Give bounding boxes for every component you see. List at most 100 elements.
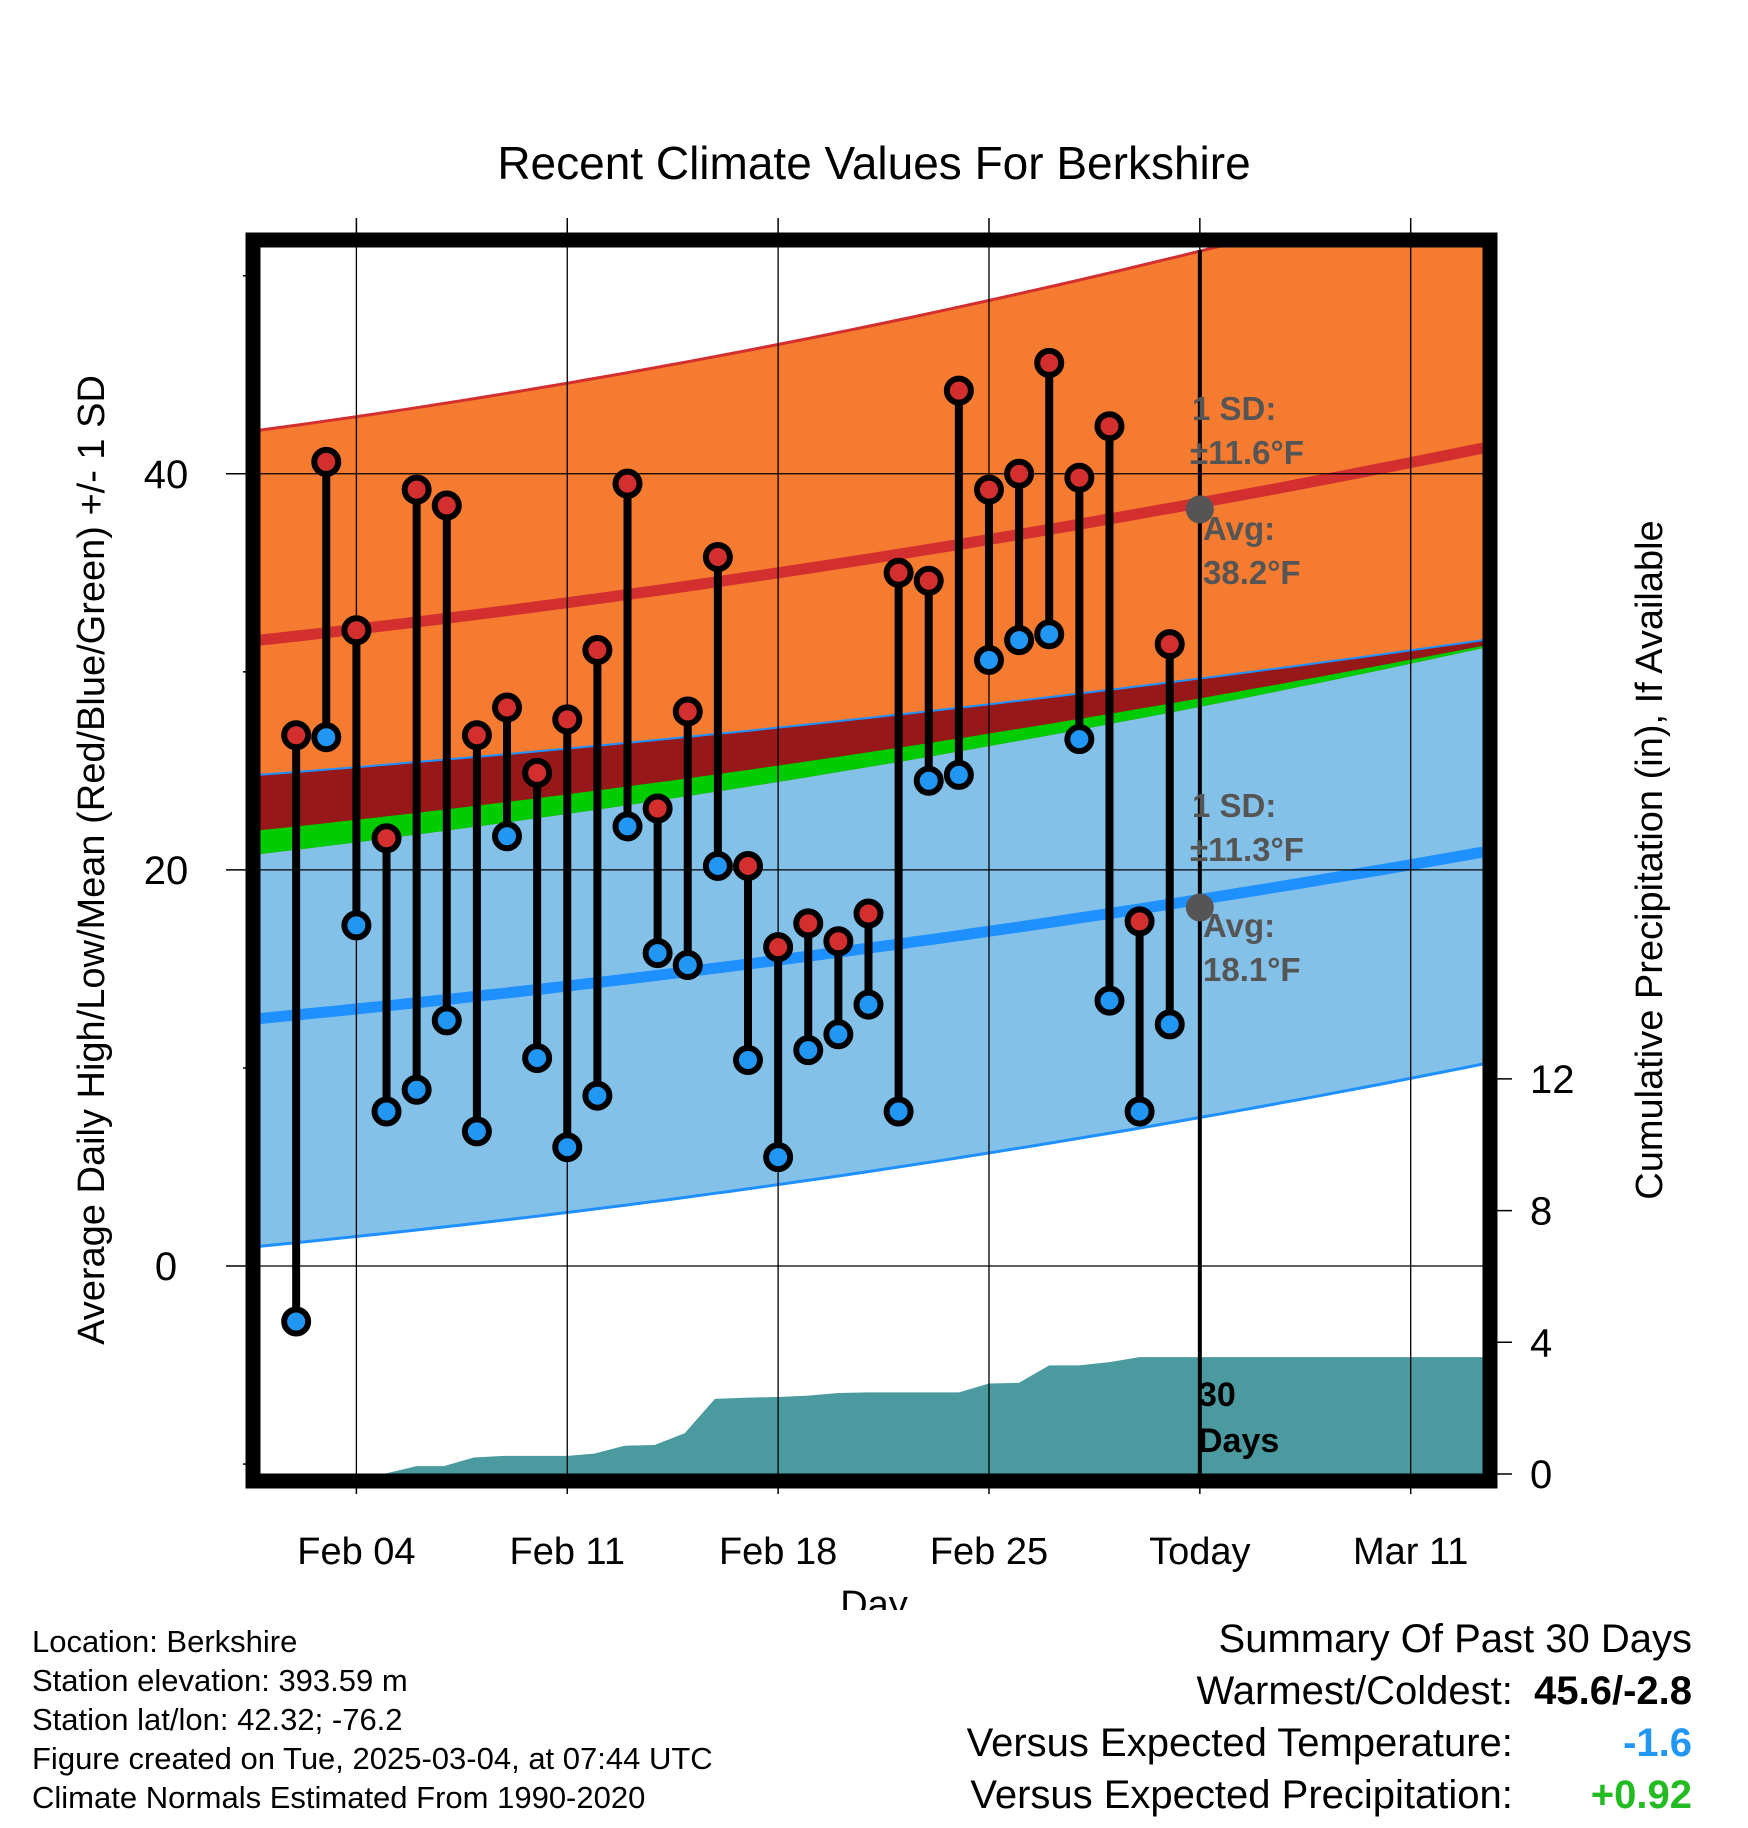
daily-high-point bbox=[612, 468, 643, 499]
daily-high-point bbox=[431, 490, 462, 521]
daily-low-point bbox=[1094, 985, 1125, 1016]
chart-title: Recent Climate Values For Berkshire bbox=[497, 137, 1250, 189]
x-tick-label: Today bbox=[1149, 1531, 1250, 1573]
daily-low-point bbox=[1064, 724, 1095, 755]
daily-high-point bbox=[823, 926, 854, 957]
daily-high-point bbox=[311, 446, 342, 477]
window-label-number: 30 bbox=[1198, 1376, 1236, 1414]
temp-anomaly-value: -1.6 bbox=[1623, 1721, 1692, 1765]
summary-heading: Summary Of Past 30 Days bbox=[1218, 1617, 1692, 1661]
daily-high-point bbox=[522, 757, 553, 788]
high-avg-value: 38.2°F bbox=[1203, 554, 1301, 591]
daily-low-point bbox=[552, 1132, 583, 1163]
normals-period: Climate Normals Estimated From 1990-2020 bbox=[32, 1780, 646, 1815]
daily-low-point bbox=[281, 1306, 312, 1337]
daily-low-point bbox=[853, 989, 884, 1020]
daily-high-point bbox=[943, 375, 974, 406]
daily-low-point bbox=[582, 1080, 613, 1111]
warmest-coldest-label: Warmest/Coldest: bbox=[1196, 1669, 1513, 1713]
daily-high-point bbox=[552, 704, 583, 735]
daily-high-point bbox=[582, 635, 613, 666]
daily-low-point bbox=[943, 759, 974, 790]
x-axis-label: Day bbox=[840, 1584, 908, 1610]
station-location: Location: Berkshire bbox=[32, 1624, 298, 1659]
high-sd-value: ±11.6°F bbox=[1190, 434, 1304, 471]
daily-low-point bbox=[672, 949, 703, 980]
daily-high-point bbox=[281, 720, 312, 751]
daily-high-point bbox=[883, 557, 914, 588]
daily-low-point bbox=[883, 1096, 914, 1127]
daily-high-point bbox=[1064, 462, 1095, 493]
daily-high-point bbox=[793, 908, 824, 939]
y-left-tick-label: 20 bbox=[144, 849, 189, 893]
x-tick-label: Feb 25 bbox=[930, 1531, 1048, 1573]
y-right-tick-label: 12 bbox=[1530, 1058, 1575, 1102]
y-right-axis-label: Cumulative Precipitation (in), If Availa… bbox=[1629, 520, 1671, 1199]
daily-low-point bbox=[913, 765, 944, 796]
low-sd-label: 1 SD: bbox=[1192, 787, 1276, 824]
daily-high-point bbox=[973, 474, 1004, 505]
summary-temp-anomaly: Versus Expected Temperature: -1.6 bbox=[967, 1717, 1692, 1769]
climate-chart: Recent Climate Values For Berkshire 1 SD… bbox=[71, 137, 1671, 1610]
high-sd-label: 1 SD: bbox=[1192, 390, 1276, 427]
precip-area bbox=[266, 1357, 1483, 1474]
daily-low-point bbox=[763, 1142, 794, 1173]
x-tick-label: Mar 11 bbox=[1353, 1531, 1468, 1573]
station-latlon: Station lat/lon: 42.32; -76.2 bbox=[32, 1702, 403, 1737]
daily-low-point bbox=[431, 1005, 462, 1036]
summary-precip-anomaly: Versus Expected Precipitation: +0.92 bbox=[967, 1769, 1692, 1821]
plot-frame bbox=[245, 232, 1498, 1489]
temp-anomaly-label: Versus Expected Temperature: bbox=[966, 1721, 1513, 1765]
daily-low-point bbox=[1034, 619, 1065, 650]
daily-low-point bbox=[492, 821, 523, 852]
daily-low-point bbox=[371, 1096, 402, 1127]
daily-low-point bbox=[642, 938, 673, 969]
daily-high-point bbox=[1154, 629, 1185, 660]
station-info: Location: Berkshire Station elevation: 3… bbox=[32, 1622, 713, 1817]
daily-high-point bbox=[763, 932, 794, 963]
daily-high-point bbox=[913, 565, 944, 596]
y-right-tick-label: 4 bbox=[1530, 1321, 1552, 1365]
y-right-tick-label: 0 bbox=[1530, 1453, 1552, 1497]
daily-low-point bbox=[1154, 1009, 1185, 1040]
y-left-tick-label: 0 bbox=[155, 1245, 177, 1289]
daily-low-point bbox=[461, 1116, 492, 1147]
daily-high-point bbox=[1094, 411, 1125, 442]
low-sd-lower-line bbox=[260, 1062, 1483, 1248]
figure-created: Figure created on Tue, 2025-03-04, at 07… bbox=[32, 1741, 713, 1776]
high-avg-dot bbox=[1185, 495, 1214, 524]
mean-band-upper-edge bbox=[260, 639, 1483, 776]
y-left-axis-label: Average Daily High/Low/Mean (Red/Blue/Gr… bbox=[71, 375, 113, 1345]
daily-low-point bbox=[311, 722, 342, 753]
low-avg-value: 18.1°F bbox=[1203, 951, 1301, 988]
window-label-days: Days bbox=[1198, 1422, 1279, 1460]
daily-low-point bbox=[522, 1043, 553, 1074]
daily-high-point bbox=[853, 898, 884, 929]
daily-high-point bbox=[642, 793, 673, 824]
daily-low-point bbox=[973, 644, 1004, 675]
daily-high-point bbox=[1034, 347, 1065, 378]
precip-anomaly-label: Versus Expected Precipitation: bbox=[970, 1773, 1513, 1817]
daily-high-point bbox=[401, 474, 432, 505]
high-sd-upper-line bbox=[260, 246, 1227, 432]
low-sd-value: ±11.3°F bbox=[1190, 831, 1304, 868]
daily-low-point bbox=[401, 1074, 432, 1105]
daily-high-point bbox=[1004, 458, 1035, 489]
daily-low-point bbox=[612, 811, 643, 842]
low-avg-label: Avg: bbox=[1203, 907, 1275, 944]
low-avg-dot bbox=[1185, 893, 1214, 922]
precip-anomaly-value: +0.92 bbox=[1590, 1773, 1692, 1817]
x-tick-label: Feb 18 bbox=[719, 1531, 837, 1573]
y-right-tick-label: 8 bbox=[1530, 1190, 1552, 1234]
daily-low-point bbox=[1004, 625, 1035, 656]
daily-high-point bbox=[672, 696, 703, 727]
daily-low-point bbox=[732, 1045, 763, 1076]
daily-low-point bbox=[1124, 1096, 1155, 1127]
high-mean-line bbox=[260, 442, 1483, 646]
high-avg-label: Avg: bbox=[1203, 510, 1275, 547]
daily-high-point bbox=[461, 720, 492, 751]
x-tick-label: Feb 04 bbox=[297, 1531, 415, 1573]
summary-panel: Summary Of Past 30 Days Warmest/Coldest:… bbox=[967, 1613, 1692, 1821]
daily-high-point bbox=[702, 541, 733, 572]
daily-high-point bbox=[371, 823, 402, 854]
